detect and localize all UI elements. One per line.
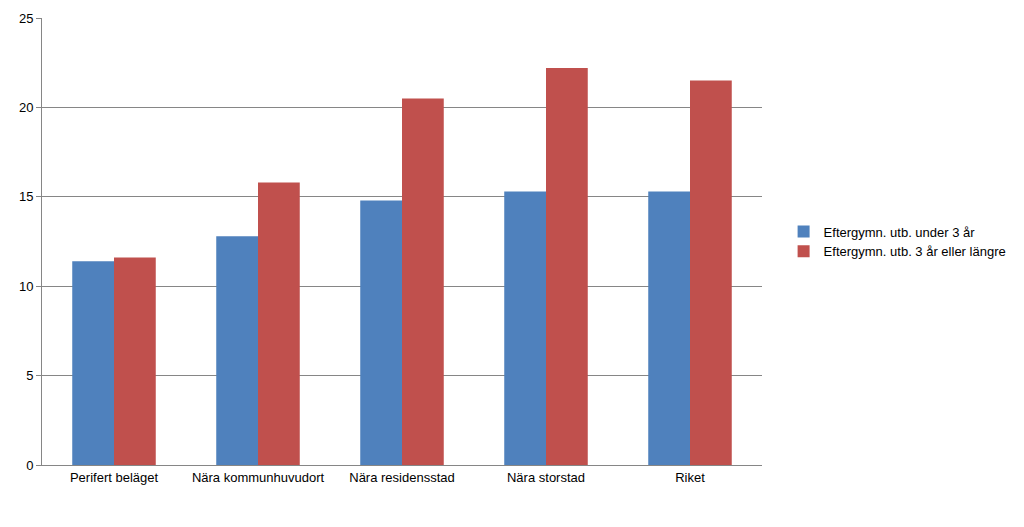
- svg-text:20: 20: [19, 100, 33, 115]
- svg-text:Eftergymn. utb. 3 år eller län: Eftergymn. utb. 3 år eller längre: [824, 244, 1006, 259]
- svg-text:5: 5: [26, 368, 33, 383]
- svg-text:25: 25: [19, 11, 33, 26]
- svg-text:Perifert beläget: Perifert beläget: [70, 470, 159, 485]
- svg-text:10: 10: [19, 279, 33, 294]
- svg-text:15: 15: [19, 189, 33, 204]
- svg-text:Nära kommunhuvudort: Nära kommunhuvudort: [192, 470, 325, 485]
- svg-text:Nära storstad: Nära storstad: [507, 470, 585, 485]
- svg-text:Nära residensstad: Nära residensstad: [349, 470, 455, 485]
- svg-text:Riket: Riket: [675, 470, 705, 485]
- svg-text:0: 0: [26, 458, 33, 473]
- svg-text:Eftergymn. utb. under 3 år: Eftergymn. utb. under 3 år: [824, 225, 976, 240]
